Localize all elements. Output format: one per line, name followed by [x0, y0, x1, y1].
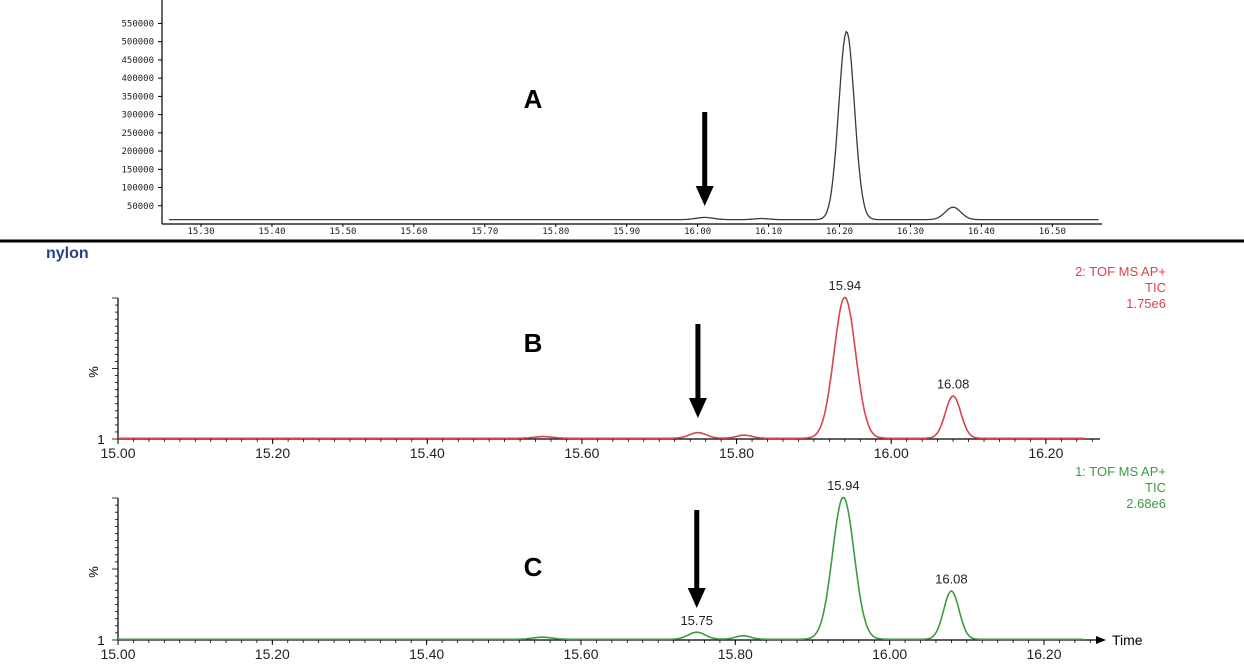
y-tick-label: 200000	[121, 147, 154, 157]
panel-c-x-label: Time	[1112, 632, 1143, 648]
panel-a-letter: A	[524, 84, 543, 114]
panel-b-y-min-label: 1	[97, 432, 104, 447]
panel-a: 50000 100000 150000 200000 250000 300000 35000…	[121, 0, 1102, 237]
y-tick-label: 400000	[121, 74, 154, 84]
peak-label: 15.75	[680, 613, 713, 628]
indicator-arrow-head	[687, 588, 706, 608]
panel-c-legend-line-3: 2.68e6	[1126, 496, 1166, 511]
panel-b-letter: B	[524, 328, 543, 358]
y-tick-label: 300000	[121, 111, 154, 121]
panel-c-legend-line-1: 1: TOF MS AP+	[1075, 464, 1166, 479]
x-tick-label: 15.80	[718, 646, 753, 662]
x-tick-label: 16.00	[684, 227, 711, 237]
x-tick-label: 15.00	[100, 646, 135, 662]
y-tick-label: 550000	[121, 19, 154, 29]
panel-c-y-label: %	[86, 566, 101, 578]
x-tick-label: 16.20	[1028, 445, 1063, 461]
x-tick-label: 15.00	[100, 445, 135, 461]
y-tick-label: 50000	[127, 202, 154, 212]
panel-c-y-min-label: 1	[97, 633, 104, 648]
panel-b-y-label: %	[86, 366, 101, 378]
x-tick-label: 16.50	[1039, 227, 1066, 237]
x-tick-label: 15.40	[258, 227, 285, 237]
x-tick-label: 15.90	[613, 227, 640, 237]
x-tick-label: 16.00	[872, 646, 907, 662]
x-tick-label: 15.40	[410, 445, 445, 461]
x-tick-label: 16.00	[874, 445, 909, 461]
y-tick-label: 250000	[121, 129, 154, 139]
x-tick-label: 15.70	[471, 227, 498, 237]
peak-label: 16.08	[935, 572, 968, 587]
x-tick-label: 16.40	[968, 227, 995, 237]
panel-c-legend: 1: TOF MS AP+ TIC 2.68e6	[1075, 464, 1166, 511]
panel-b: 15.00 15.20 15.40 15.60 15.80 16.00 16.20 % 1 …	[86, 264, 1166, 461]
panel-c: 15.00 15.20 15.40 15.60 15.80 16.00 16.20 % 1 …	[86, 464, 1166, 662]
indicator-arrow-head	[688, 398, 707, 418]
x-tick-label: 16.10	[755, 227, 782, 237]
panel-b-legend: 2: TOF MS AP+ TIC 1.75e6	[1075, 264, 1166, 311]
x-tick-label: 16.30	[897, 227, 924, 237]
peak-label: 15.94	[829, 278, 862, 293]
x-tick-label: 15.20	[255, 646, 290, 662]
x-tick-label: 16.20	[1026, 646, 1061, 662]
x-tick-label: 15.30	[187, 227, 214, 237]
x-tick-label: 15.60	[400, 227, 427, 237]
x-tick-label: 15.20	[255, 445, 290, 461]
peak-label: 15.94	[827, 478, 860, 493]
x-tick-label: 15.60	[563, 646, 598, 662]
x-tick-label: 15.50	[329, 227, 356, 237]
peak-label: 16.08	[937, 377, 970, 392]
nylon-label: nylon	[46, 245, 89, 262]
panel-a-trace	[169, 30, 1099, 221]
panel-c-legend-line-2: TIC	[1145, 480, 1166, 495]
panel-b-legend-line-2: TIC	[1145, 280, 1166, 295]
y-tick-label: 450000	[121, 56, 154, 66]
panel-c-time-arrowhead	[1096, 636, 1106, 644]
y-tick-label: 350000	[121, 92, 154, 102]
panel-c-letter: C	[524, 552, 543, 582]
panel-b-legend-line-1: 2: TOF MS AP+	[1075, 264, 1166, 279]
indicator-arrow-head	[695, 186, 714, 206]
x-tick-label: 15.60	[564, 445, 599, 461]
x-tick-label: 15.40	[409, 646, 444, 662]
x-tick-label: 15.80	[542, 227, 569, 237]
x-tick-label: 15.80	[719, 445, 754, 461]
y-tick-label: 500000	[121, 38, 154, 48]
y-tick-label: 150000	[121, 165, 154, 175]
panel-b-legend-line-3: 1.75e6	[1126, 296, 1166, 311]
y-tick-label: 100000	[121, 184, 154, 194]
panel-c-trace	[118, 496, 1083, 641]
x-tick-label: 16.20	[826, 227, 853, 237]
panel-b-trace	[118, 296, 1085, 440]
